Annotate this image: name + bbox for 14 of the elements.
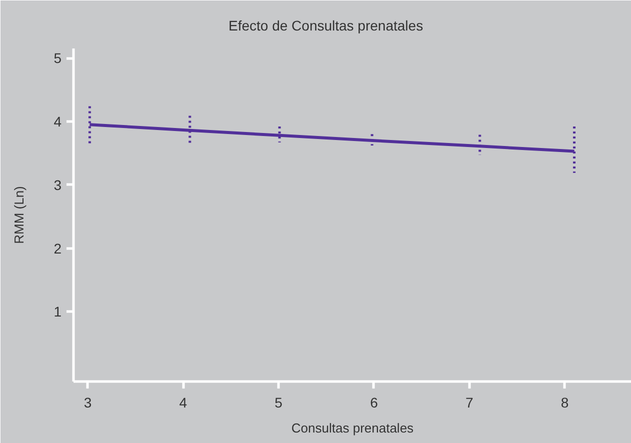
x-tick-label: 5 [274,394,283,410]
y-tick-label: 2 [54,240,62,256]
y-tick-label: 3 [54,176,62,193]
x-tick-label: 4 [179,394,188,410]
x-tick-label: 3 [84,394,92,410]
y-axis-title: RMM (Ln) [12,186,27,244]
y-tick-label: 5 [54,50,62,66]
x-tick-label: 6 [370,394,378,410]
y-tick-label: 4 [54,113,62,130]
x-tick-label: 8 [560,394,569,410]
x-tick-label: 7 [465,394,474,410]
x-axis-title: Consultas prenatales [291,420,414,436]
chart-title: Efecto de Consultas prenatales [228,18,424,34]
y-tick-label: 1 [54,304,62,320]
